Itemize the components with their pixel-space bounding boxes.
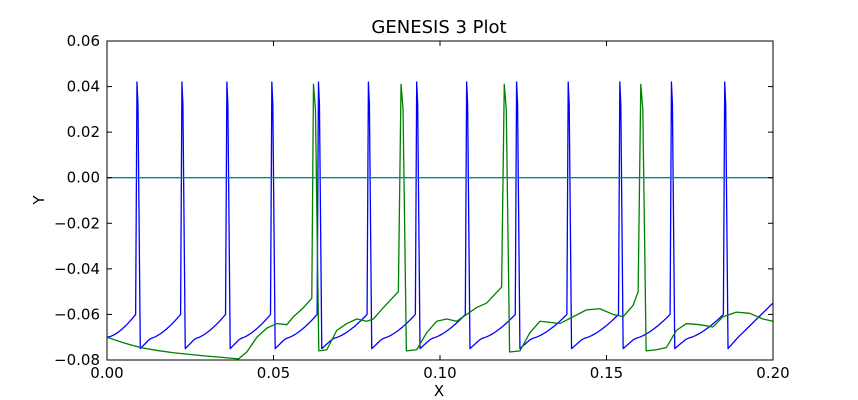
y-tick-label: 0.04 [67,78,100,96]
y-tick-label: 0.06 [67,32,100,50]
y-tick-label: −0.04 [54,260,100,278]
axes-frame [106,40,774,361]
plot-area [106,40,774,361]
x-tick-label: 0.05 [257,364,290,382]
x-tick-label: 0.20 [756,364,789,382]
x-tick-label: 0.10 [423,364,456,382]
y-tick-label: −0.08 [54,351,100,369]
series-line-blue [107,81,773,350]
y-tick-label: −0.02 [54,214,100,232]
ticks-layer: 0.00 0.05 0.10 0.15 0.20 −0.08 −0.06 −0.04 −0.02… [54,32,790,382]
series-layer [107,81,773,360]
chart-title: GENESIS 3 Plot [371,17,506,38]
y-tick-label: −0.06 [54,305,100,323]
x-axis-label: X [434,382,444,400]
x-tick-label: 0.00 [90,364,123,382]
series-line-green [107,83,773,360]
y-axis-label: Y [30,195,48,206]
y-tick-label: 0.02 [67,123,100,141]
x-tick-label: 0.15 [590,364,623,382]
y-tick-label: 0.00 [67,169,100,187]
